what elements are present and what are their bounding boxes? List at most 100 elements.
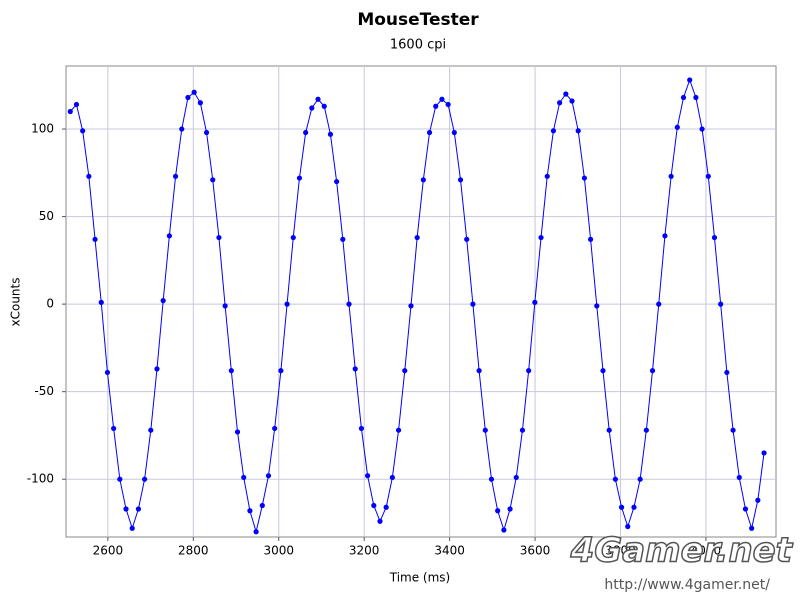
data-point [278,368,284,374]
data-point [637,476,643,482]
data-point [377,518,383,524]
data-point [649,368,656,374]
data-point [284,301,290,307]
data-point [643,427,649,433]
data-point [482,427,488,433]
data-point [625,523,631,530]
data-point [587,236,594,242]
chart-subtitle: 1600 cpi [390,38,446,53]
data-point [730,427,736,433]
data-point [680,94,687,101]
watermark: 4Gamer.net [570,531,794,571]
data-point [451,129,457,136]
data-point [92,236,98,242]
data-point [668,173,674,179]
data-point [272,425,278,432]
data-point [612,476,618,482]
data-point [445,101,451,108]
data-point [346,301,352,307]
y-tick-label: 0 [46,297,54,311]
plot-area [65,65,777,538]
y-tick-label: -100 [27,472,54,486]
data-point [327,131,334,137]
data-point [408,303,414,309]
data-point [495,508,501,514]
data-point [563,91,569,97]
data-point [507,506,513,512]
data-point [234,429,241,435]
data-point [631,504,637,510]
data-point [117,476,123,482]
data-point [111,425,117,432]
data-point [761,450,767,456]
data-point [476,368,482,374]
data-point [203,129,210,136]
x-tick-label: 3400 [434,544,465,558]
data-point [538,234,544,241]
data-point [513,474,519,481]
data-point [656,301,662,307]
x-tick-label: 2800 [178,544,209,558]
data-point [581,175,588,181]
data-point [142,476,148,482]
data-point [420,177,426,183]
data-point [414,234,420,241]
data-point [457,177,464,183]
data-point [674,124,680,130]
data-point [389,474,395,481]
data-point [519,427,526,433]
data-point [532,299,538,305]
data-point [309,105,315,111]
data-point [439,96,445,102]
y-tick-label: 100 [31,122,54,136]
data-point [352,366,358,372]
data-point [340,236,346,242]
data-point [222,303,228,309]
data-point [736,474,742,481]
data-point [724,369,730,376]
data-point [569,98,575,104]
data-point [699,126,705,132]
data-point [426,129,433,136]
data-point [290,234,296,241]
watermark-url: http://www.4gamer.net/ [604,577,770,593]
data-point [371,502,377,509]
data-point [544,173,550,179]
data-point [662,233,668,239]
data-point [488,476,495,482]
data-point [550,128,557,134]
data-point [265,473,272,479]
y-axis-label: xCounts [9,278,23,327]
data-point [296,175,303,181]
data-point [241,474,247,481]
x-tick-label: 2600 [93,544,124,558]
data-point [191,89,197,95]
chart-title: MouseTester [357,10,479,30]
data-point [210,177,216,183]
data-point [172,173,179,179]
data-point [693,94,699,101]
data-point [247,508,253,514]
data-point [123,506,129,512]
data-point [253,529,259,535]
data-point [104,369,111,376]
data-point [129,525,135,531]
x-tick-label: 3800 [605,544,636,558]
data-point [755,497,761,503]
x-axis-label: Time (ms) [389,571,451,585]
data-point [687,77,693,83]
data-point [259,502,265,509]
data-point [594,303,600,309]
data-point [395,427,402,433]
data-point [402,368,408,374]
data-point [185,94,191,101]
data-point [383,504,389,510]
x-tick-label: 3000 [263,544,294,558]
data-point [321,103,327,109]
data-point [470,301,476,307]
data-point [705,173,711,179]
data-point [315,96,321,102]
data-point [464,236,470,242]
data-point [86,173,92,179]
